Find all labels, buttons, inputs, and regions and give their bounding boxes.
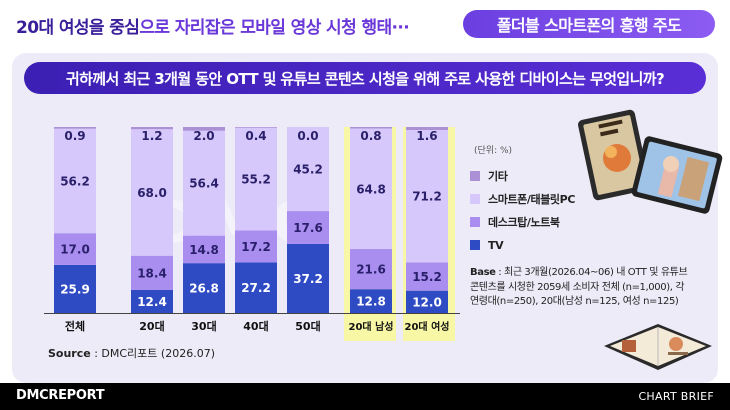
bar-smartphone-5	[350, 128, 392, 250]
value-label-other-3: 0.4	[245, 129, 266, 143]
category-label-4: 50대	[295, 319, 320, 333]
legend-item-tv: TV	[470, 237, 575, 253]
bar-other-0	[54, 127, 96, 129]
bar-desktop-1	[131, 255, 173, 290]
category-label-3: 40대	[243, 319, 268, 333]
value-label-desktop-1: 18.4	[137, 266, 167, 280]
legend-swatch-tv	[470, 240, 480, 250]
value-label-tv-2: 26.8	[189, 282, 219, 296]
bar-desktop-2	[183, 235, 225, 264]
value-label-smartphone-0: 56.2	[60, 174, 90, 188]
value-label-other-6: 1.6	[416, 129, 437, 143]
bar-tv-0	[54, 264, 96, 313]
bar-tv-3	[235, 262, 277, 313]
value-label-other-5: 0.8	[360, 129, 381, 143]
bar-tv-5	[350, 289, 392, 313]
headline-prefix: 20대 여성을 중심	[16, 18, 140, 38]
legend-label-desktop: 데스크탑/노트북	[488, 216, 560, 229]
bar-other-1	[131, 127, 173, 130]
headline-suffix: 으로 자리잡은 모바일 영상 시청 행태···	[139, 18, 410, 38]
value-label-other-2: 2.0	[193, 129, 214, 143]
value-label-smartphone-5: 64.8	[356, 182, 386, 196]
source-text: : DMC리포트 (2026.07)	[90, 347, 215, 360]
value-label-smartphone-6: 71.2	[412, 190, 442, 204]
legend-item-other: 기타	[470, 168, 575, 184]
category-label-6: 20대 여성	[405, 320, 450, 333]
headline-pill: 폴더블 스마트폰의 흥행 주도	[463, 10, 715, 38]
base-note: Base : 최근 3개월(2026.04~06) 내 OTT 및 유튜브 콘텐…	[470, 266, 690, 310]
bar-desktop-3	[235, 230, 277, 263]
bar-other-3	[235, 127, 277, 128]
value-label-desktop-2: 14.8	[189, 243, 219, 257]
footer-bar: DMCREPORT CHART BRIEF	[0, 383, 730, 410]
bar-desktop-6	[406, 262, 448, 291]
value-label-other-1: 1.2	[141, 129, 162, 143]
foldable-phone-illustration	[604, 324, 712, 370]
bar-other-6	[406, 127, 448, 130]
headline: 20대 여성을 중심으로 자리잡은 모바일 영상 시청 행태···	[16, 13, 410, 38]
bar-tv-1	[131, 289, 173, 313]
value-label-tv-0: 25.9	[60, 282, 90, 296]
value-label-tv-5: 12.8	[356, 295, 386, 309]
legend: 기타 스마트폰/태블릿PC 데스크탑/노트북 TV	[470, 168, 575, 260]
value-label-desktop-0: 17.0	[60, 243, 90, 257]
unit-label: (단위: %)	[474, 146, 513, 156]
legend-label-other: 기타	[488, 170, 508, 183]
value-label-desktop-3: 17.2	[241, 240, 271, 254]
legend-item-smartphone: 스마트폰/태블릿PC	[470, 191, 575, 207]
bar-desktop-5	[350, 249, 392, 290]
bar-smartphone-0	[54, 128, 96, 234]
bar-smartphone-2	[183, 130, 225, 236]
value-label-desktop-4: 17.6	[293, 221, 323, 235]
survey-question: 귀하께서 최근 3개월 동안 OTT 및 유튜브 콘텐츠 시청을 위해 주로 사…	[24, 62, 706, 94]
legend-label-tv: TV	[488, 238, 504, 252]
base-text: : 최근 3개월(2026.04~06) 내 OTT 및 유튜브 콘텐츠를 시청…	[470, 267, 688, 307]
legend-swatch-desktop	[470, 217, 480, 227]
value-label-desktop-6: 15.2	[412, 270, 442, 284]
category-label-2: 30대	[191, 319, 216, 333]
tablet-illustration	[578, 109, 723, 214]
value-label-smartphone-2: 56.4	[189, 177, 219, 191]
bar-smartphone-4	[287, 127, 329, 212]
bar-tv-6	[406, 290, 448, 313]
category-label-1: 20대	[139, 319, 164, 333]
category-label-5: 20대 남성	[349, 320, 394, 333]
bar-desktop-0	[54, 233, 96, 265]
legend-label-smartphone: 스마트폰/태블릿PC	[488, 193, 575, 206]
value-label-tv-6: 12.0	[412, 295, 442, 309]
value-label-other-4: 0.0	[297, 129, 318, 143]
bar-other-2	[183, 127, 225, 131]
bar-smartphone-1	[131, 129, 173, 256]
value-label-smartphone-1: 68.0	[137, 186, 167, 200]
bar-tv-2	[183, 263, 225, 313]
value-label-tv-3: 27.2	[241, 281, 271, 295]
value-label-desktop-5: 21.6	[356, 263, 386, 277]
bar-smartphone-3	[235, 127, 277, 231]
legend-swatch-other	[470, 171, 480, 181]
bar-desktop-4	[287, 211, 329, 244]
source-note: Source : DMC리포트 (2026.07)	[48, 345, 215, 361]
category-label-0: 전체	[65, 319, 85, 333]
value-label-smartphone-3: 55.2	[241, 173, 271, 187]
value-label-tv-4: 37.2	[293, 272, 323, 286]
bar-other-5	[350, 127, 392, 129]
value-label-smartphone-4: 45.2	[293, 163, 323, 177]
brand-logo: DMCREPORT	[16, 388, 105, 403]
bar-tv-4	[287, 243, 329, 313]
base-label: Base	[470, 267, 496, 278]
chart-brief-label: CHART BRIEF	[638, 390, 714, 403]
legend-swatch-smartphone	[470, 194, 480, 204]
value-label-tv-1: 12.4	[137, 295, 167, 309]
bar-smartphone-6	[406, 129, 448, 263]
source-label: Source	[48, 347, 91, 360]
value-label-other-0: 0.9	[64, 129, 85, 143]
legend-item-desktop: 데스크탑/노트북	[470, 214, 575, 230]
